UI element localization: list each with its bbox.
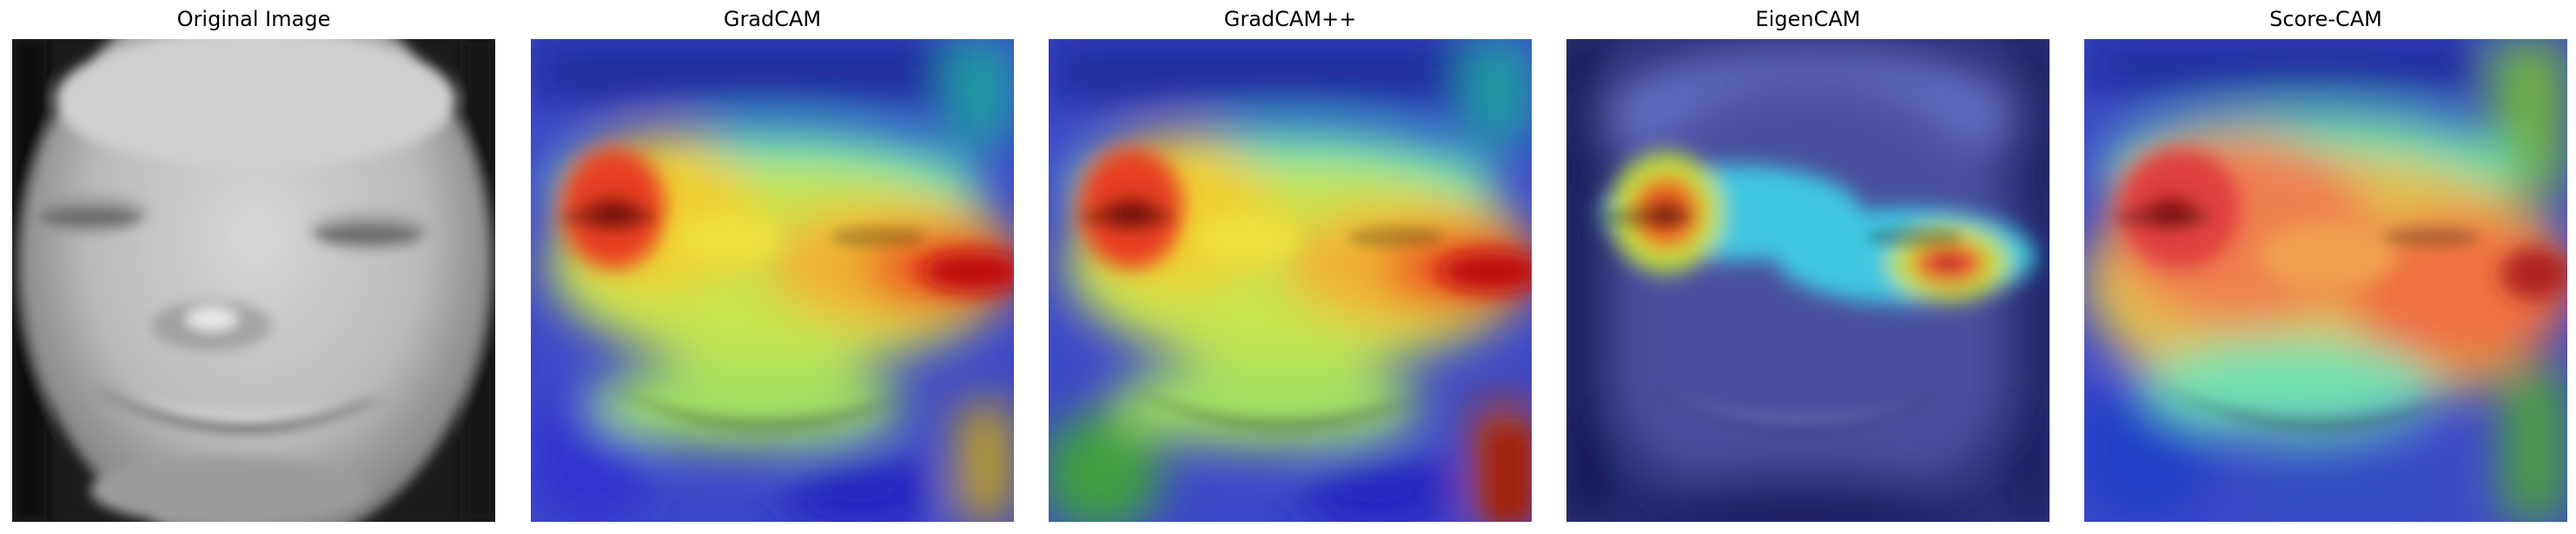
panel-eigencam: EigenCAM — [1566, 0, 2050, 534]
heatmap-eigencam — [1566, 39, 2050, 522]
face-photo — [12, 39, 495, 522]
heatmap-gradcam — [531, 39, 1014, 522]
panel-gradcam: GradCAM — [531, 0, 1014, 534]
panel-scorecam: Score-CAM — [2084, 0, 2567, 534]
heatmap-scorecam — [2084, 39, 2567, 522]
heatmap-gradcampp — [1049, 39, 1532, 522]
panel-original: Original Image — [12, 0, 495, 534]
panel-title: GradCAM — [723, 7, 822, 31]
panel-gradcampp: GradCAM++ — [1049, 0, 1532, 534]
panel-title: Score-CAM — [2269, 7, 2382, 31]
panel-title: EigenCAM — [1755, 7, 1861, 31]
panel-title: Original Image — [176, 7, 331, 31]
panel-title: GradCAM++ — [1223, 7, 1357, 31]
